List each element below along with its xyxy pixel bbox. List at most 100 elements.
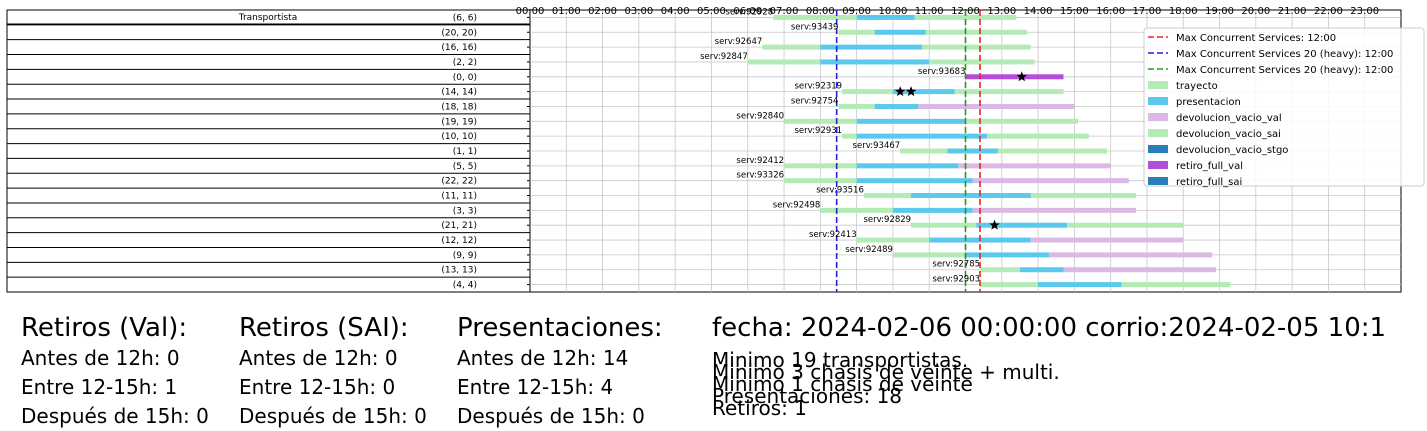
stats-presentaciones: Presentaciones: Antes de 12h: 14 Entre 1… (457, 312, 663, 431)
row-label: (2, 2) (453, 58, 477, 68)
row-label: (21, 21) (441, 221, 477, 231)
star-marker (989, 219, 1000, 230)
hour-tick-label: 00:00 (516, 6, 545, 17)
segment-devolucion_vacio_val (972, 178, 1129, 184)
segment-presentacion (976, 222, 1068, 228)
segment-trayecto (747, 59, 821, 65)
segment-trayecto (965, 118, 1079, 124)
hour-tick-label: 01:00 (552, 6, 581, 17)
service-label: serv:92903 (932, 275, 980, 285)
segment-trayecto (784, 163, 857, 169)
row-label: (0, 0) (453, 73, 477, 83)
segment-presentacion (874, 29, 926, 35)
segment-presentacion (892, 89, 955, 95)
hour-tick-label: 05:00 (697, 6, 726, 17)
segment-trayecto (892, 252, 966, 258)
service-label: serv:92754 (791, 96, 839, 106)
run-info-line: Presentaciones: 18 (712, 384, 903, 408)
star-marker (1016, 71, 1027, 82)
legend-patch-swatch (1148, 161, 1168, 169)
hour-tick-label: 02:00 (588, 6, 617, 17)
service-label: serv:92412 (736, 156, 784, 166)
row-label: (3, 3) (453, 206, 477, 216)
stats-line: Después de 15h: 0 (239, 404, 427, 428)
legend-entry: Max Concurrent Services 20 (heavy): 12:0… (1176, 65, 1393, 76)
segment-devolucion_vacio_val (1048, 252, 1213, 258)
segment-trayecto (929, 59, 1035, 65)
legend-patch-swatch (1148, 129, 1168, 137)
stats-title: Retiros (Val): (21, 313, 188, 343)
hour-tick-label: 07:00 (770, 6, 799, 17)
segment-trayecto (1030, 193, 1137, 199)
run-info-line: Minimo 19 transportistas. (712, 348, 969, 372)
legend-entry: Max Concurrent Services 20 (heavy): 12:0… (1176, 49, 1393, 60)
segment-trayecto (911, 222, 977, 228)
legend-entry: trayecto (1176, 81, 1218, 92)
stats-line: Después de 15h: 0 (21, 404, 209, 428)
hour-tick-label: 10:00 (879, 6, 908, 17)
service-label: serv:93683 (918, 67, 966, 77)
segment-trayecto (820, 207, 893, 213)
hour-tick-label: 22:00 (1314, 6, 1343, 17)
segment-trayecto (900, 148, 948, 154)
row-label: (22, 22) (441, 177, 477, 187)
segment-trayecto (784, 118, 857, 124)
legend-entry: presentacion (1176, 97, 1241, 108)
segment-trayecto (987, 133, 1089, 139)
row-label: (16, 16) (441, 43, 477, 53)
segment-presentacion (947, 148, 999, 154)
hour-tick-label: 20:00 (1241, 6, 1270, 17)
segment-devolucion_vacio_val (918, 103, 1075, 109)
segment-presentacion (820, 59, 930, 65)
stats-line: Entre 12-15h: 0 (239, 375, 396, 399)
legend-entry: devolucion_vacio_sai (1176, 129, 1281, 140)
service-label: serv:92489 (845, 245, 893, 255)
legend-entry: Max Concurrent Services: 12:00 (1176, 33, 1336, 44)
run-info-line: Retiros: 1 (712, 396, 807, 420)
service-label: serv:92928 (726, 7, 774, 17)
row-label: (10, 10) (441, 132, 477, 142)
service-label: serv:92498 (773, 200, 821, 210)
hour-tick-label: 09:00 (842, 6, 871, 17)
hour-tick-label: 16:00 (1096, 6, 1125, 17)
hour-tick-label: 03:00 (624, 6, 653, 17)
service-label: serv:92413 (809, 230, 857, 240)
legend-patch-swatch (1148, 97, 1168, 105)
segment-presentacion (892, 207, 973, 213)
segment-trayecto (1121, 282, 1231, 288)
segment-trayecto (980, 282, 1039, 288)
service-label: serv:92829 (863, 215, 911, 225)
segment-trayecto (842, 89, 893, 95)
hour-tick-label: 15:00 (1060, 6, 1089, 17)
row-label: (6, 6) (453, 13, 477, 23)
segment-trayecto (954, 89, 1064, 95)
service-label: serv:93326 (736, 171, 784, 181)
segment-presentacion (856, 163, 959, 169)
stats-title: Retiros (SAI): (239, 313, 409, 343)
service-label: serv:92847 (700, 52, 748, 62)
row-table: (6, 6) (20, 20) (16, 16) (2, 2) (0, 0) (14, 1… (6, 9, 531, 293)
row-label: (18, 18) (441, 102, 477, 112)
segment-presentacion (1038, 282, 1122, 288)
hour-tick-label: 14:00 (1024, 6, 1053, 17)
table-header: Transportista (238, 13, 297, 23)
stats-line: Antes de 12h: 14 (457, 346, 629, 370)
segment-trayecto (838, 103, 875, 109)
legend-patch-swatch (1148, 145, 1168, 153)
stats-line: Antes de 12h: 0 (21, 346, 180, 370)
service-label: serv:92931 (794, 126, 842, 136)
stats-line: Después de 15h: 0 (457, 404, 645, 428)
stats-line: Entre 12-15h: 4 (457, 375, 614, 399)
row-label: (9, 9) (453, 251, 477, 261)
row-label: (19, 19) (441, 117, 477, 127)
legend-patch-swatch (1148, 113, 1168, 121)
stats-line: Entre 12-15h: 1 (21, 375, 178, 399)
service-label: serv:93467 (853, 141, 901, 151)
run-info-line: Minimo 3 chasis de veinte + multi. (712, 360, 1060, 384)
segment-trayecto (762, 44, 821, 50)
legend-box (1143, 27, 1425, 187)
hour-tick-label: 23:00 (1350, 6, 1379, 17)
reference-lines (835, 10, 981, 292)
row-label: (11, 11) (441, 192, 477, 202)
legend-entry: retiro_full_val (1176, 161, 1243, 172)
